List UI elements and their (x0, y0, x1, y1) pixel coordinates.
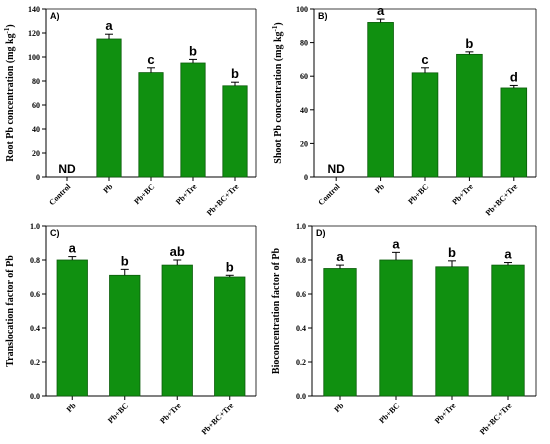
x-tick-label: Pb+Tre (174, 182, 199, 207)
bar (180, 62, 206, 178)
x-tick-label: Pb+BC+Tre (205, 182, 241, 218)
panel-label: B) (318, 11, 328, 21)
y-tick-label: 80 (300, 39, 308, 48)
y-tick-label: 0.6 (30, 290, 40, 299)
y-axis-label: Shoot Pb concentration (mg kg-1) (271, 22, 284, 163)
bar (214, 276, 246, 397)
x-tick-label: Pb (373, 182, 386, 195)
bar (323, 268, 357, 397)
chart-panel-3: 0.0 0.2 0.4 0.6 0.8 1.0 C) Translocation factor… (5, 222, 257, 437)
x-tick-label: Pb (332, 401, 345, 414)
bar (161, 264, 193, 397)
bar (435, 266, 469, 397)
y-tick-label: 20 (32, 149, 40, 158)
x-tick-label: Control (316, 182, 342, 208)
y-tick-label: 0.8 (296, 256, 306, 265)
y-axis-label: Root Pb concentration (mg kg-1) (3, 24, 16, 162)
y-tick-label: 0.4 (296, 324, 306, 333)
significance-letter: a (336, 249, 344, 264)
not-detected-label: ND (58, 162, 76, 176)
y-tick-label: 140 (28, 5, 40, 14)
chart-panel-2: 0 20 40 60 80 100 B) Shoot Pb concentration (mg… (271, 3, 537, 218)
significance-letter: b (226, 259, 234, 274)
y-tick-label: 1.0 (30, 222, 40, 231)
bar (491, 264, 525, 397)
y-tick-label: 0.0 (296, 392, 306, 401)
y-tick-label: 100 (28, 53, 40, 62)
y-tick-label: 100 (296, 5, 308, 14)
y-tick-label: 0 (36, 173, 40, 182)
y-tick-label: 0.0 (30, 392, 40, 401)
x-tick-label: Pb+Tre (158, 401, 183, 426)
y-tick-label: 0.6 (296, 290, 306, 299)
y-tick-label: 40 (300, 106, 308, 115)
x-tick-label: Pb+Tre (433, 401, 458, 426)
y-tick-label: 0.8 (30, 256, 40, 265)
significance-letter: b (189, 43, 197, 58)
panel-label: D) (316, 228, 326, 238)
chart-panel-1: 0 20 40 60 80 100 120 140 A) Root Pb concentratio… (3, 5, 257, 218)
bar (109, 274, 141, 397)
y-tick-label: 1.0 (296, 222, 306, 231)
significance-letter: b (465, 36, 473, 51)
significance-letter: a (504, 247, 512, 262)
significance-letter: a (392, 236, 400, 251)
x-tick-label: Pb+Tre (450, 182, 475, 207)
x-tick-label: Pb+BC (377, 401, 401, 425)
significance-letter: c (147, 52, 154, 67)
x-tick-label: Pb (101, 182, 114, 195)
y-tick-label: 0.2 (296, 358, 306, 367)
y-axis-label: Translocation factor of Pb (5, 255, 16, 367)
y-tick-label: 20 (300, 139, 308, 148)
not-detected-label: ND (328, 162, 346, 176)
significance-letter: b (448, 245, 456, 260)
panel-label: A) (50, 11, 60, 21)
x-tick-label: Control (47, 182, 73, 208)
y-tick-label: 60 (300, 72, 308, 81)
y-tick-label: 0.2 (30, 358, 40, 367)
chart-panel-4: 0.0 0.2 0.4 0.6 0.8 1.0 D) Bioconcentration fac… (271, 222, 537, 437)
significance-letter: a (377, 3, 385, 18)
bar (222, 85, 248, 178)
significance-letter: a (105, 18, 113, 33)
y-tick-label: 120 (28, 29, 40, 38)
x-tick-label: Pb+BC+Tre (200, 401, 236, 437)
bar (56, 259, 88, 397)
y-axis-label: Bioconcentration factor of Pb (271, 247, 282, 374)
significance-letter: b (121, 253, 129, 268)
bar (500, 87, 528, 178)
bar (138, 72, 164, 178)
bar (96, 38, 122, 178)
y-tick-label: 0 (304, 173, 308, 182)
x-tick-label: Pb (65, 401, 78, 414)
significance-letter: a (69, 241, 77, 256)
significance-letter: c (421, 52, 428, 67)
bar (411, 72, 439, 178)
y-tick-label: 80 (32, 77, 40, 86)
y-tick-label: 60 (32, 101, 40, 110)
x-tick-label: Pb+BC (406, 182, 430, 206)
x-tick-label: Pb+BC (132, 182, 156, 206)
bar (456, 53, 483, 178)
x-tick-label: Pb+BC+Tre (478, 401, 514, 437)
panel-label: C) (50, 228, 60, 238)
bar (367, 22, 394, 178)
bar (379, 259, 413, 397)
significance-letter: b (231, 66, 239, 81)
x-tick-label: Pb+BC+Tre (484, 182, 520, 218)
y-tick-label: 0.4 (30, 324, 40, 333)
significance-letter: d (510, 69, 518, 84)
y-tick-label: 40 (32, 125, 40, 134)
significance-letter: ab (170, 244, 185, 259)
x-tick-label: Pb+BC (106, 401, 130, 425)
